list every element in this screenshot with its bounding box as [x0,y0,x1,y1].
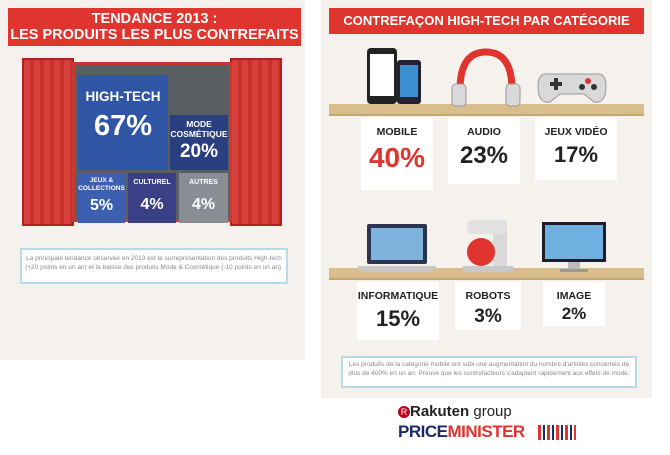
category-label: AUDIO [467,126,501,138]
left-title-line1: TENDANCE 2013 : [91,11,218,27]
phone-icon [367,48,421,104]
treemap-label: MODE COSMÉTIQUE [170,119,228,139]
headphones-icon [451,48,521,107]
category-card-image: IMAGE 2% [543,282,605,326]
left-title-banner: TENDANCE 2013 : LES PRODUITS LES PLUS CO… [8,8,301,46]
category-value: 15% [375,306,421,331]
left-title-line2: LES PRODUITS LES PLUS CONTREFAITS [10,27,299,43]
gamepad-icon [537,73,607,103]
category-value: 3% [474,306,502,327]
treemap-label: AUTRES [189,179,218,186]
category-card-jeux-video: JEUX VIDÉO 17% [535,118,617,180]
treemap-label: CULTUREL [133,179,171,186]
right-footnote: Les produits de la catégorie mobile ont … [341,356,637,388]
food-robot-icon [463,220,513,272]
treemap-value: 67% [93,110,153,142]
treemap-cell-culturel: CULTUREL 4% [128,173,176,223]
shelf-top [329,104,644,116]
treemap-cell-mode-cosmetique: MODE COSMÉTIQUE 20% [170,115,228,170]
treemap-value: 5% [89,197,114,214]
rakuten-logo: R Rakuten group [398,403,512,420]
rakuten-name: Rakuten [410,403,470,420]
treemap-cell-jeux-collections: JEUX & COLLECTIONS 5% [78,173,125,223]
left-footnote: La principale tendance observée en 2013 … [20,248,288,284]
rakuten-group: group [469,403,512,420]
treemap-value: 4% [191,196,216,213]
treemap-value: 4% [140,196,164,213]
barcode-icon [538,425,576,440]
category-value: 40% [368,142,426,173]
container-door-left [22,58,74,226]
category-label: MOBILE [376,126,418,138]
container-interior: HIGH-TECH 67% MODE COSMÉTIQUE 20% JEUX &… [72,62,232,223]
treemap-cell-high-tech: HIGH-TECH 67% [78,75,168,170]
right-panel: CONTREFAÇON HIGH-TECH PAR CATÉGORIE [321,0,652,398]
shipping-container: HIGH-TECH 67% MODE COSMÉTIQUE 20% JEUX &… [22,58,282,228]
category-label: IMAGE [556,290,592,302]
container-door-right [230,58,282,226]
tv-icon [542,222,606,272]
category-card-robots: ROBOTS 3% [455,282,521,330]
category-value: 17% [553,142,599,167]
treemap-cell-autres: AUTRES 4% [179,173,228,223]
laptop-icon [357,224,437,272]
category-card-audio: AUDIO 23% [448,118,520,184]
rakuten-r-icon: R [398,406,410,418]
category-label: INFORMATIQUE [357,290,439,302]
left-panel: TENDANCE 2013 : LES PRODUITS LES PLUS CO… [0,0,305,360]
category-label: ROBOTS [465,290,511,302]
priceminister-logo: PRICEMINISTER [398,422,525,442]
priceminister-minister: MINISTER [447,422,525,441]
category-card-informatique: INFORMATIQUE 15% [357,282,439,340]
category-card-mobile: MOBILE 40% [361,118,433,190]
treemap-label: HIGH-TECH [85,89,161,104]
category-label: JEUX VIDÉO [544,126,608,138]
treemap-value: 20% [179,141,219,162]
category-value: 2% [561,304,587,323]
priceminister-price: PRICE [398,422,448,441]
category-value: 23% [459,142,509,169]
right-title-banner: CONTREFAÇON HIGH-TECH PAR CATÉGORIE [329,8,644,34]
treemap-label: JEUX & COLLECTIONS [78,177,125,192]
